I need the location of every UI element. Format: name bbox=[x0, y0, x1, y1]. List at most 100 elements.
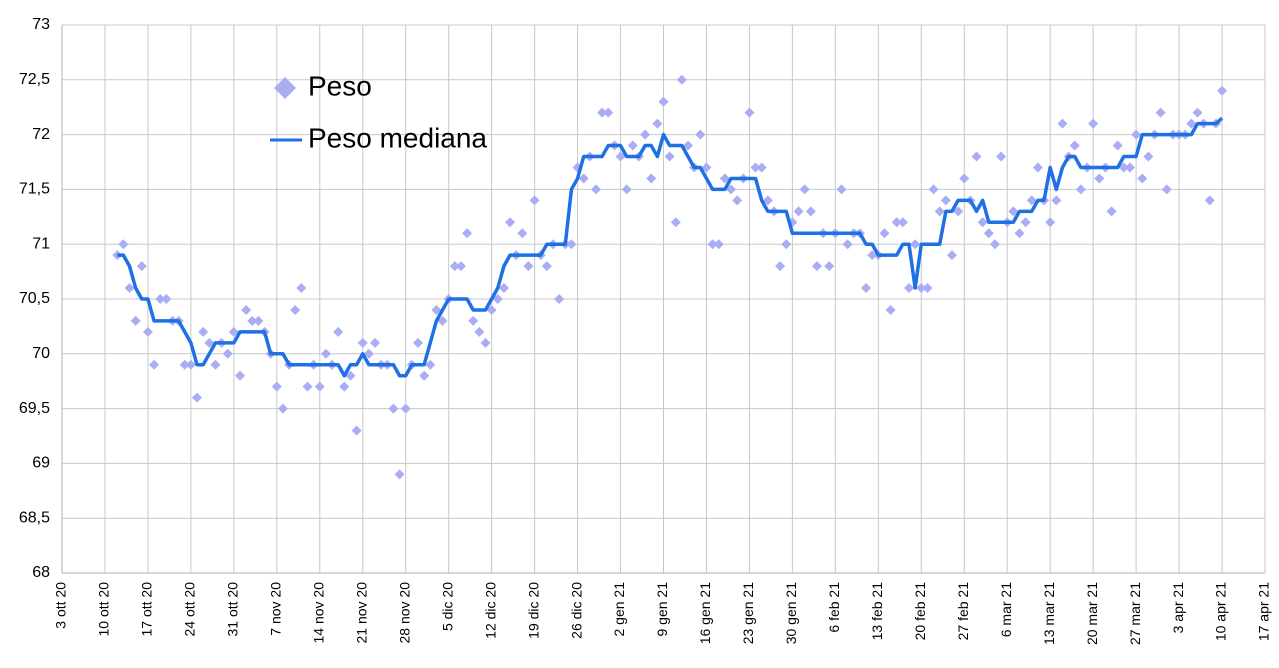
data-point bbox=[1051, 195, 1062, 206]
data-point bbox=[455, 261, 466, 272]
data-point bbox=[726, 184, 737, 195]
data-point bbox=[437, 315, 448, 326]
data-point bbox=[234, 370, 245, 381]
y-tick-label: 68 bbox=[32, 564, 50, 581]
data-point bbox=[541, 261, 552, 272]
data-point bbox=[934, 206, 945, 217]
data-point bbox=[351, 425, 362, 436]
data-point bbox=[149, 359, 160, 370]
data-point bbox=[505, 217, 516, 228]
x-tick-label: 7 nov 20 bbox=[268, 582, 284, 636]
data-point bbox=[867, 250, 878, 261]
data-point bbox=[320, 348, 331, 359]
x-tick-label: 6 feb 21 bbox=[826, 582, 842, 633]
data-point bbox=[621, 184, 632, 195]
data-point bbox=[922, 283, 933, 294]
data-point bbox=[658, 96, 669, 107]
data-point bbox=[971, 151, 982, 162]
data-point bbox=[1094, 173, 1105, 184]
data-point bbox=[1143, 151, 1154, 162]
data-point bbox=[603, 107, 614, 118]
data-point bbox=[953, 206, 964, 217]
data-point bbox=[664, 151, 675, 162]
data-point bbox=[271, 381, 282, 392]
data-point bbox=[1020, 217, 1031, 228]
data-point bbox=[670, 217, 681, 228]
data-point bbox=[425, 359, 436, 370]
data-point bbox=[713, 239, 724, 250]
data-point bbox=[492, 294, 503, 304]
data-point bbox=[885, 304, 896, 315]
x-tick-label: 10 ott 20 bbox=[96, 582, 112, 637]
data-point bbox=[222, 348, 233, 359]
x-tick-label: 20 feb 21 bbox=[912, 582, 928, 641]
data-point bbox=[155, 294, 166, 304]
data-point bbox=[775, 261, 786, 272]
data-point bbox=[302, 381, 313, 392]
x-tick-label: 9 gen 21 bbox=[654, 582, 670, 637]
data-point bbox=[879, 228, 890, 239]
x-tick-label: 20 mar 21 bbox=[1084, 582, 1100, 645]
data-point bbox=[904, 283, 915, 294]
x-tick-label: 13 mar 21 bbox=[1041, 582, 1057, 645]
data-point bbox=[578, 173, 589, 184]
data-point bbox=[363, 348, 374, 359]
data-point bbox=[400, 403, 411, 414]
data-point bbox=[247, 315, 258, 326]
data-point bbox=[750, 162, 761, 173]
data-point bbox=[719, 173, 730, 184]
data-point bbox=[762, 195, 773, 206]
data-point bbox=[977, 217, 988, 228]
data-line bbox=[117, 116, 1224, 378]
data-point bbox=[1124, 162, 1135, 173]
data-point bbox=[185, 359, 196, 370]
data-point bbox=[204, 337, 215, 348]
data-point bbox=[498, 283, 509, 294]
y-tick-label: 69,5 bbox=[19, 400, 50, 417]
legend-label: Peso mediana bbox=[308, 122, 487, 153]
data-point bbox=[130, 315, 141, 326]
data-point bbox=[627, 140, 638, 151]
data-point bbox=[241, 304, 252, 315]
data-point bbox=[891, 217, 902, 228]
data-point bbox=[253, 315, 264, 326]
data-point bbox=[744, 107, 755, 118]
y-tick-label: 71,5 bbox=[19, 181, 50, 198]
legend-label: Peso bbox=[308, 70, 372, 101]
x-tick-label: 3 apr 21 bbox=[1170, 582, 1186, 634]
y-tick-label: 68,5 bbox=[19, 509, 50, 526]
data-point bbox=[198, 326, 209, 337]
data-point bbox=[1057, 118, 1068, 129]
data-point bbox=[597, 107, 608, 118]
data-point bbox=[640, 129, 651, 140]
data-point bbox=[431, 304, 442, 315]
data-point bbox=[916, 283, 927, 294]
data-point bbox=[793, 206, 804, 217]
data-point bbox=[946, 250, 957, 261]
x-tick-label: 21 nov 20 bbox=[353, 582, 369, 644]
data-point bbox=[781, 239, 792, 250]
data-point bbox=[118, 239, 129, 250]
y-tick-label: 70 bbox=[32, 345, 50, 362]
data-point bbox=[1045, 217, 1056, 228]
data-point bbox=[989, 239, 1000, 250]
data-point bbox=[554, 294, 565, 304]
data-point bbox=[1032, 162, 1043, 173]
data-point bbox=[996, 151, 1007, 162]
data-point bbox=[615, 151, 626, 162]
data-point bbox=[799, 184, 810, 195]
data-point bbox=[179, 359, 190, 370]
data-point bbox=[756, 162, 767, 173]
data-point bbox=[296, 283, 307, 294]
data-point bbox=[370, 337, 381, 348]
data-point bbox=[1069, 140, 1080, 151]
data-point bbox=[290, 304, 301, 315]
data-point bbox=[314, 381, 325, 392]
data-point bbox=[1217, 85, 1228, 96]
data-point bbox=[1118, 162, 1129, 173]
data-point bbox=[1192, 107, 1203, 118]
y-tick-label: 69 bbox=[32, 455, 50, 472]
data-point bbox=[1204, 195, 1215, 206]
data-point bbox=[462, 228, 473, 239]
